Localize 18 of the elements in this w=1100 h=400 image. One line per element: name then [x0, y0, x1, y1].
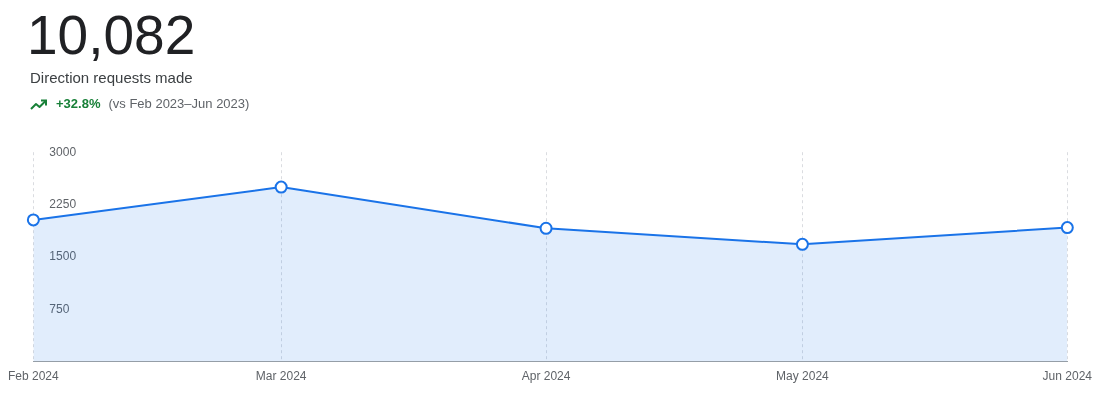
x-tick-label: Mar 2024 — [255, 369, 307, 384]
y-tick-label: 750 — [49, 301, 70, 316]
y-tick-label: 2250 — [49, 196, 77, 211]
x-tick-label: Jun 2024 — [1042, 369, 1093, 384]
x-tick-label: May 2024 — [776, 369, 830, 384]
x-tick-label: Apr 2024 — [521, 369, 571, 384]
point — [539, 221, 553, 235]
y-tick-label: 3000 — [49, 144, 77, 159]
y-tick-label: 1500 — [49, 249, 77, 264]
x-tick-label: Feb 2024 — [7, 369, 60, 384]
point — [26, 213, 40, 227]
point — [274, 180, 288, 194]
text: (vs Feb 2023–Jun 2023) — [108, 96, 250, 112]
chart-subtitle: Direction requests made — [30, 69, 193, 87]
point — [795, 237, 809, 251]
point — [1060, 221, 1074, 235]
chart-title: 10,082 — [27, 4, 196, 66]
text: +32.8% — [56, 96, 101, 112]
